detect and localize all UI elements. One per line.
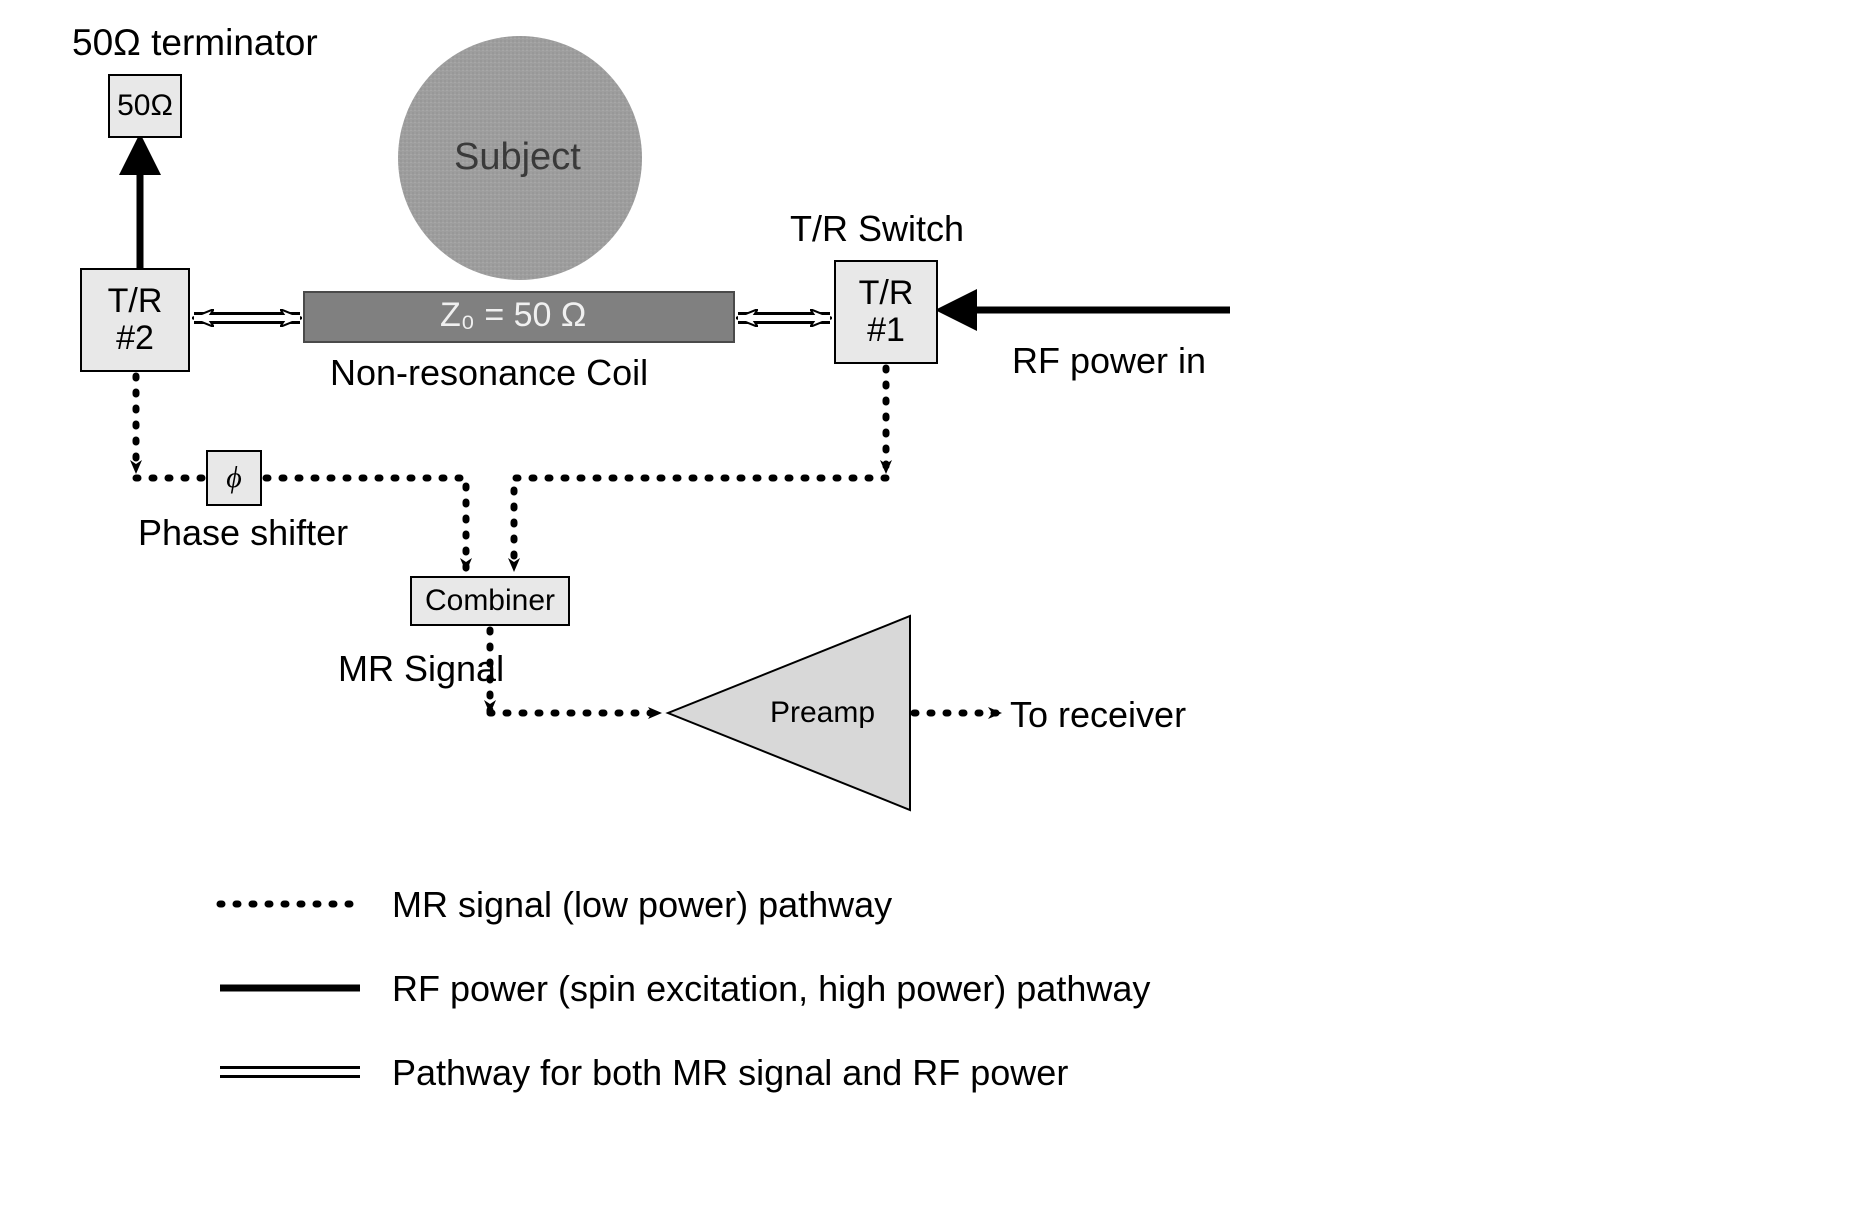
tr1-box-text: T/R #1 — [859, 275, 914, 350]
to-receiver-label: To receiver — [1010, 694, 1186, 736]
edges-group — [136, 140, 1230, 713]
tr2-box: T/R #2 — [80, 268, 190, 372]
legend-lines — [220, 904, 360, 1072]
phase-box-text: ϕ — [226, 461, 242, 495]
subject-label: Subject — [454, 136, 581, 179]
terminator-box: 50Ω — [108, 74, 182, 138]
legend-item-2: Pathway for both MR signal and RF power — [392, 1052, 1068, 1094]
combiner-box: Combiner — [410, 576, 570, 626]
combiner-box-text: Combiner — [425, 584, 555, 618]
tr2-box-text: T/R #2 — [108, 283, 163, 358]
terminator-label: 50Ω terminator — [72, 22, 318, 64]
phase-box: ϕ — [206, 450, 262, 506]
legend-item-0: MR signal (low power) pathway — [392, 884, 892, 926]
rf-in-label: RF power in — [1012, 340, 1206, 382]
phase-label: Phase shifter — [138, 512, 348, 554]
tr1-box: T/R #1 — [834, 260, 938, 364]
coil-label: Non-resonance Coil — [330, 352, 648, 394]
diagram-canvas: 50Ω terminator 50Ω T/R #2 Subject Z₀ = 5… — [0, 0, 1855, 1207]
diagram-svg — [0, 0, 1855, 1207]
tr-switch-label: T/R Switch — [790, 208, 964, 250]
mr-signal-label: MR Signal — [338, 648, 504, 690]
terminator-box-text: 50Ω — [117, 89, 173, 123]
coil-text: Z₀ = 50 Ω — [440, 296, 586, 335]
preamp-label: Preamp — [770, 696, 875, 730]
edge-tr1-to-combiner — [514, 478, 886, 570]
legend-item-1: RF power (spin excitation, high power) p… — [392, 968, 1150, 1010]
